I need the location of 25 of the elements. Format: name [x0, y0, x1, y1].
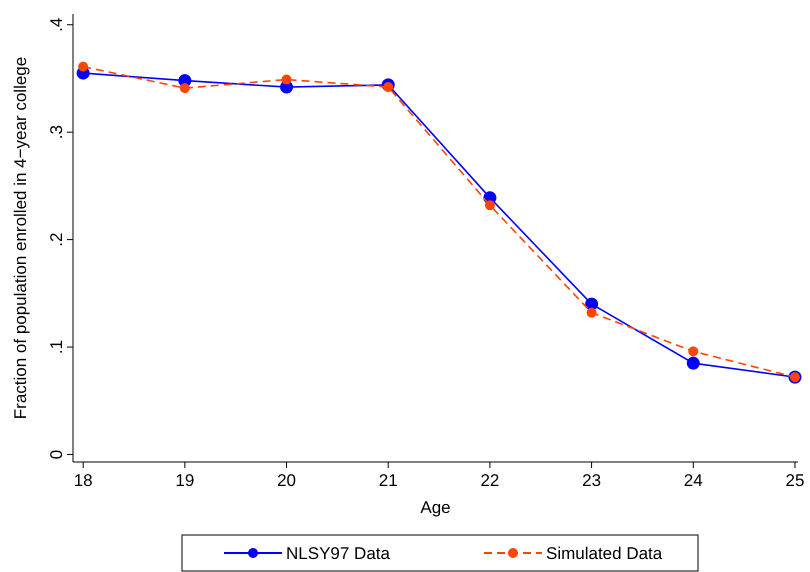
x-tick-label: 18 [74, 471, 93, 490]
legend-label: Simulated Data [546, 544, 663, 563]
y-tick-label: .3 [47, 125, 66, 140]
point [686, 356, 700, 370]
x-tick-label: 19 [175, 471, 194, 490]
point [383, 82, 394, 92]
x-tick-label: 20 [277, 471, 296, 490]
x-tick-label: 25 [785, 471, 804, 490]
y-tick-label: 0 [47, 450, 66, 460]
point [586, 308, 597, 318]
x-tick-label: 23 [582, 471, 602, 490]
point [484, 200, 495, 210]
point [282, 74, 292, 85]
x-tick-label: 22 [480, 471, 500, 490]
y-tick-label: .1 [47, 340, 66, 354]
legend-label: NLSY97 Data [286, 544, 390, 563]
point [180, 83, 190, 94]
y-tick-label: .4 [47, 18, 66, 32]
y-axis-title: Fraction of population enrolled in 4−year college [11, 56, 30, 420]
x-tick-label: 21 [378, 471, 398, 490]
y-tick-label: .2 [47, 232, 66, 247]
x-tick-label: 24 [684, 471, 703, 490]
point [78, 62, 88, 72]
x-axis-title: Age [420, 498, 451, 517]
point [688, 346, 698, 356]
